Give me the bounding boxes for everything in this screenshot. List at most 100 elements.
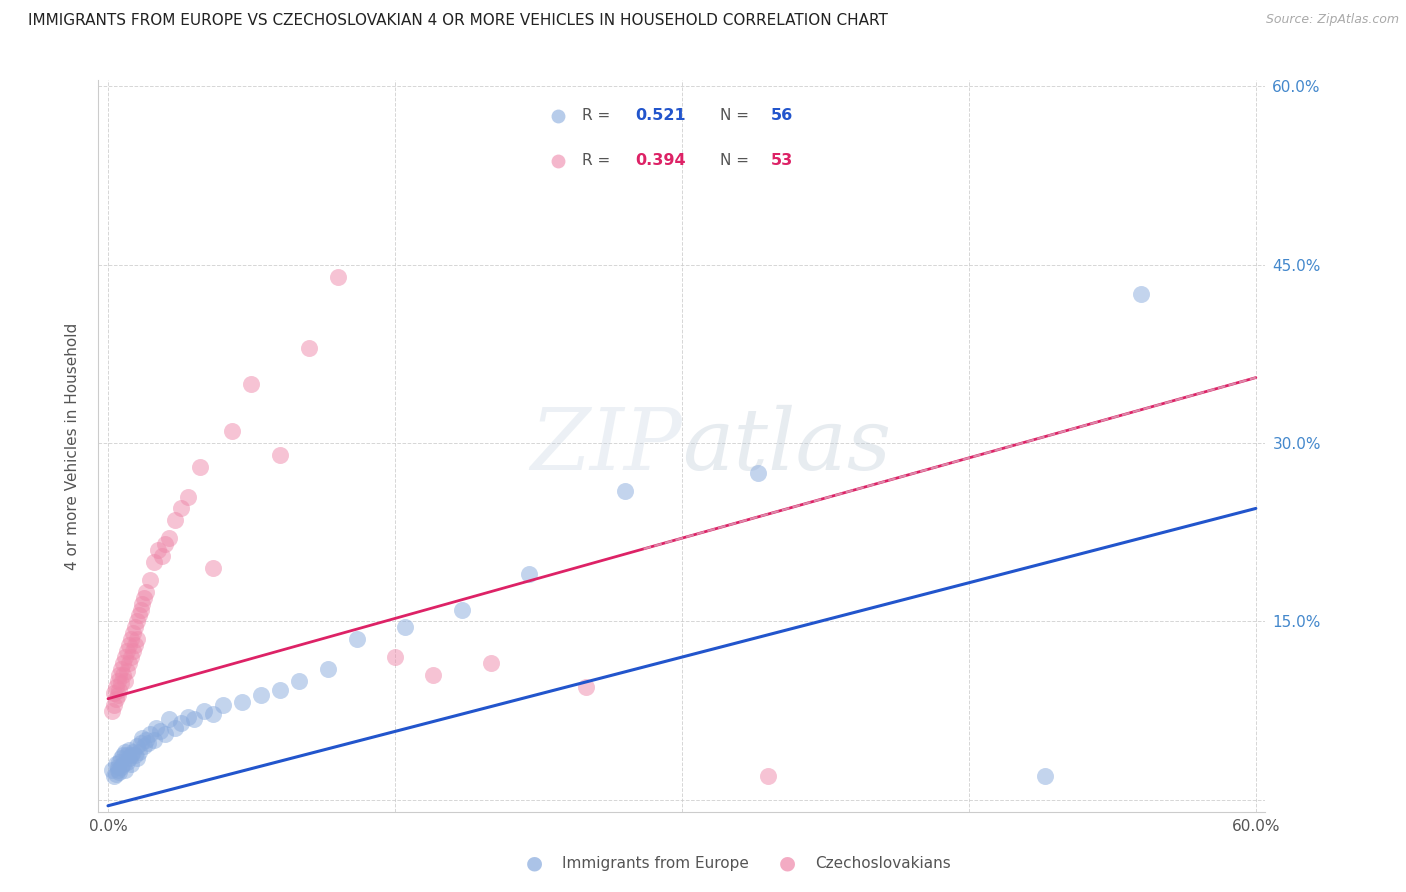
Text: R =: R = [582,108,614,123]
Point [120,632,142,647]
Point [112,656,135,670]
Point [118,743,141,757]
Point [211,698,233,712]
Point [155,537,177,551]
Point [120,650,142,665]
Point [269,448,291,462]
Point [346,632,368,647]
Text: ZIP: ZIP [530,405,682,487]
Point [115,755,138,769]
Point [101,763,124,777]
Point [479,656,502,670]
Point [124,620,146,634]
Point [110,759,132,773]
Point [104,691,127,706]
Point [128,745,150,759]
Point [517,566,540,581]
Point [250,688,273,702]
Point [115,747,138,762]
Point [112,757,135,772]
Point [129,602,152,616]
Text: ●: ● [779,854,796,873]
Point [269,683,291,698]
Point [118,656,141,670]
Point [547,153,569,168]
Point [121,626,143,640]
Text: Source: ZipAtlas.com: Source: ZipAtlas.com [1265,13,1399,27]
Point [121,644,143,658]
Point [124,638,146,652]
Text: R =: R = [582,153,614,169]
Point [142,733,165,747]
Point [115,665,138,679]
Point [129,736,152,750]
Point [202,561,225,575]
Point [125,615,148,629]
Point [288,673,311,688]
Point [103,686,125,700]
Point [120,747,142,762]
Point [114,673,136,688]
Point [157,712,180,726]
Y-axis label: 4 or more Vehicles in Household: 4 or more Vehicles in Household [65,322,80,570]
Point [240,376,263,391]
Point [107,759,129,773]
Point [114,650,136,665]
Point [231,695,253,709]
Point [114,763,136,777]
Point [110,751,132,765]
Point [613,483,636,498]
Point [202,707,225,722]
Text: N =: N = [720,108,754,123]
Point [316,662,339,676]
Text: 0.521: 0.521 [636,108,686,123]
Point [107,688,129,702]
Point [112,747,135,762]
Point [183,712,205,726]
Point [121,745,143,759]
Point [170,715,193,730]
Point [104,680,127,694]
Point [110,662,132,676]
Text: Immigrants from Europe: Immigrants from Europe [562,856,749,871]
Point [155,727,177,741]
Text: IMMIGRANTS FROM EUROPE VS CZECHOSLOVAKIAN 4 OR MORE VEHICLES IN HOUSEHOLD CORREL: IMMIGRANTS FROM EUROPE VS CZECHOSLOVAKIA… [28,13,889,29]
Point [104,766,127,780]
Point [142,555,165,569]
Point [131,597,153,611]
Point [163,722,186,736]
Point [135,733,157,747]
Point [107,673,129,688]
Text: Czechoslovakians: Czechoslovakians [815,856,952,871]
Point [134,739,156,754]
Text: N =: N = [720,153,754,169]
Point [146,543,169,558]
Point [451,602,474,616]
Point [149,723,172,738]
Point [177,490,200,504]
Point [221,424,243,438]
Text: 56: 56 [770,108,793,123]
Point [1130,287,1153,301]
Point [177,709,200,723]
Point [163,513,186,527]
Point [104,757,127,772]
Point [139,727,162,741]
Point [112,668,135,682]
Point [394,620,416,634]
Text: 0.394: 0.394 [636,153,686,169]
Point [139,573,162,587]
Point [124,747,146,762]
Point [170,501,193,516]
Point [125,632,148,647]
Point [118,751,141,765]
Point [422,668,444,682]
Point [101,704,124,718]
Point [103,698,125,712]
Point [103,769,125,783]
Point [193,704,215,718]
Point [125,751,148,765]
Text: ●: ● [526,854,543,873]
Point [157,531,180,545]
Point [108,755,131,769]
